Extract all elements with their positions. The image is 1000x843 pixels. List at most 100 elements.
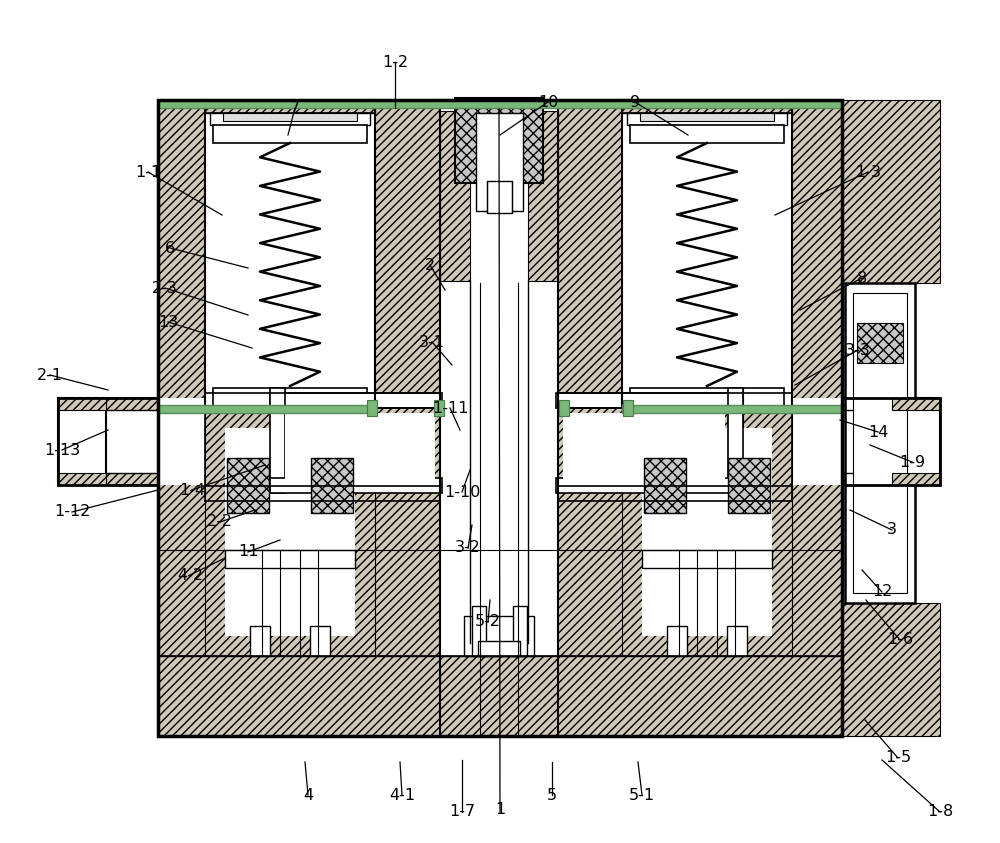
Bar bbox=[622, 405, 842, 413]
Text: 3-2: 3-2 bbox=[455, 540, 481, 556]
Text: 2: 2 bbox=[425, 257, 435, 272]
Bar bbox=[853, 293, 907, 593]
Bar bbox=[728, 388, 743, 493]
Bar bbox=[58, 398, 106, 410]
Bar bbox=[213, 125, 367, 143]
Bar bbox=[225, 428, 355, 636]
Bar bbox=[842, 100, 940, 283]
Bar bbox=[842, 398, 940, 485]
Bar bbox=[563, 413, 725, 488]
Bar bbox=[158, 100, 842, 736]
Text: 5-1: 5-1 bbox=[629, 787, 655, 803]
Text: 3-3: 3-3 bbox=[845, 342, 871, 357]
Bar bbox=[642, 550, 772, 568]
Bar bbox=[270, 393, 442, 408]
Text: 8: 8 bbox=[857, 271, 867, 286]
Text: 1-10: 1-10 bbox=[444, 485, 480, 500]
Bar bbox=[667, 626, 687, 656]
Bar bbox=[622, 100, 792, 113]
Bar bbox=[159, 657, 841, 735]
Bar bbox=[630, 125, 784, 143]
Bar bbox=[455, 98, 543, 183]
Text: 4: 4 bbox=[303, 787, 313, 803]
Bar bbox=[687, 398, 842, 485]
Bar bbox=[205, 100, 375, 113]
Bar bbox=[642, 428, 772, 636]
Bar bbox=[250, 626, 270, 656]
Bar bbox=[270, 388, 285, 493]
Bar bbox=[892, 398, 940, 485]
Text: 3: 3 bbox=[887, 523, 897, 538]
Bar bbox=[727, 626, 747, 656]
Bar bbox=[58, 398, 158, 485]
Text: 1-13: 1-13 bbox=[44, 443, 80, 458]
Text: 1-7: 1-7 bbox=[449, 804, 475, 819]
Text: 2-1: 2-1 bbox=[37, 368, 63, 383]
Bar bbox=[225, 550, 355, 568]
Bar bbox=[472, 606, 486, 656]
Bar bbox=[158, 656, 842, 736]
Bar bbox=[857, 323, 903, 363]
Bar bbox=[58, 473, 106, 485]
Bar bbox=[58, 398, 158, 485]
Text: 1-3: 1-3 bbox=[855, 164, 881, 180]
Bar bbox=[622, 113, 792, 408]
Bar bbox=[270, 478, 442, 493]
Bar bbox=[892, 473, 940, 485]
Bar bbox=[311, 458, 353, 513]
Bar bbox=[367, 400, 377, 416]
Text: 4-1: 4-1 bbox=[389, 787, 415, 803]
Bar bbox=[58, 410, 158, 473]
Bar bbox=[528, 111, 558, 281]
Bar bbox=[210, 113, 370, 125]
Bar bbox=[58, 398, 106, 485]
Text: 2-3: 2-3 bbox=[152, 281, 178, 296]
Bar bbox=[205, 408, 375, 656]
Bar bbox=[158, 398, 313, 485]
Text: 1-12: 1-12 bbox=[54, 504, 90, 519]
Text: 7: 7 bbox=[290, 100, 300, 115]
Bar bbox=[476, 113, 523, 211]
Text: 1-6: 1-6 bbox=[887, 632, 913, 647]
Bar bbox=[556, 478, 740, 493]
Bar bbox=[842, 603, 940, 736]
Text: 1-2: 1-2 bbox=[382, 55, 408, 69]
Text: 14: 14 bbox=[868, 425, 888, 439]
Bar bbox=[270, 388, 285, 493]
Bar bbox=[513, 606, 527, 656]
Bar bbox=[644, 458, 686, 513]
Text: 6: 6 bbox=[165, 240, 175, 255]
Text: 1-5: 1-5 bbox=[885, 750, 911, 765]
Text: 1-8: 1-8 bbox=[927, 804, 953, 819]
Bar bbox=[158, 100, 842, 736]
Bar bbox=[205, 113, 375, 408]
Bar bbox=[640, 113, 774, 121]
Bar bbox=[158, 405, 375, 413]
Text: 12: 12 bbox=[872, 584, 892, 599]
Bar bbox=[478, 108, 521, 283]
Bar bbox=[478, 641, 520, 656]
Text: 3-1: 3-1 bbox=[419, 335, 445, 350]
Bar bbox=[842, 398, 940, 485]
Text: 1: 1 bbox=[495, 803, 505, 818]
Text: 11: 11 bbox=[238, 545, 258, 560]
Text: 5: 5 bbox=[547, 787, 557, 803]
Bar bbox=[487, 181, 512, 213]
Bar bbox=[728, 458, 770, 513]
Bar bbox=[227, 458, 269, 513]
Text: 13: 13 bbox=[158, 314, 178, 330]
Text: 1-4: 1-4 bbox=[179, 482, 205, 497]
Bar bbox=[440, 111, 470, 281]
Text: 1-9: 1-9 bbox=[899, 454, 925, 470]
Bar bbox=[158, 100, 842, 108]
Bar bbox=[892, 398, 940, 410]
Bar bbox=[728, 388, 743, 493]
Text: 1-11: 1-11 bbox=[432, 400, 468, 416]
Bar bbox=[842, 410, 940, 473]
Bar bbox=[310, 626, 330, 656]
Bar bbox=[434, 400, 444, 416]
Bar bbox=[285, 413, 435, 488]
Text: 5-2: 5-2 bbox=[475, 615, 501, 630]
Bar bbox=[630, 388, 784, 406]
Bar bbox=[556, 393, 740, 408]
